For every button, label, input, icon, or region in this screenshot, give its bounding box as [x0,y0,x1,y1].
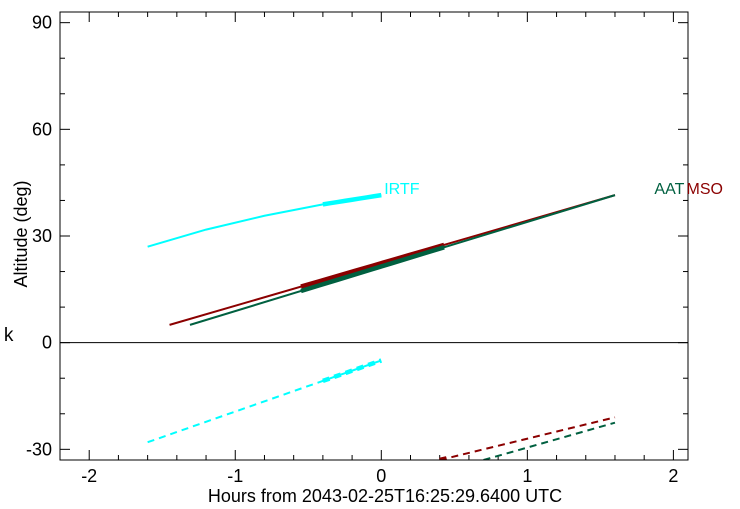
x-tick-label: -1 [227,466,243,486]
y-tick-label: -30 [26,439,52,459]
series-lines [147,192,616,460]
plot-frame [59,11,689,461]
series-annotations: IRTF AAT MSO [384,181,723,198]
observing-window-irtf-solid [322,192,382,207]
stray-text: k [3,325,15,347]
x-axis-label: Hours from 2043-02-25T16:25:29.6400 UTC [208,486,562,506]
annotation-irtf: IRTF [384,181,419,198]
x-tick-label: 2 [668,466,678,486]
annotation-aat: AAT [654,181,684,198]
series-line-mso-dashed [439,416,616,460]
series-line-irtf-dashed [147,359,382,444]
y-tick-label: 0 [42,333,52,353]
y-tick-label: 30 [32,226,52,246]
x-tick-label: 1 [522,466,532,486]
x-tick-label: -2 [81,466,97,486]
tick-marks [59,12,688,460]
x-tick-label: 0 [376,466,386,486]
y-axis-label: Altitude (deg) [11,180,31,287]
y-tick-label: 90 [32,13,52,33]
annotation-mso: MSO [687,181,723,198]
observing-window-aat-solid [300,245,445,294]
observing-window-mso-solid [300,242,445,289]
y-tick-label: 60 [32,119,52,139]
observing-window-irtf-dashed [322,358,383,384]
series-line-aat-dashed [483,421,616,460]
tick-labels: -2 -1 0 1 2 -30 0 30 60 90 [26,13,678,486]
